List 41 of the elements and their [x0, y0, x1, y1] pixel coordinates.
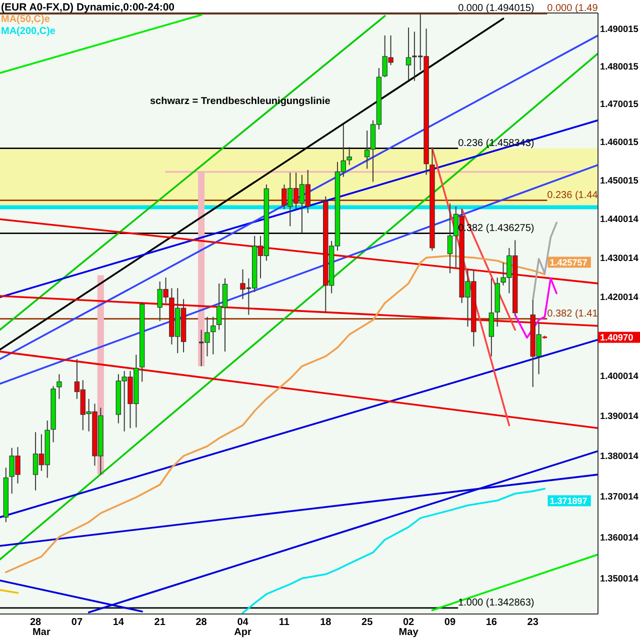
x-tick-label: 11 [278, 617, 290, 628]
ref-line-label: 0.000 (1.49 [547, 3, 598, 14]
y-tick-label: 1.440014 [600, 214, 640, 224]
x-tick-label: 28 [196, 617, 208, 628]
y-tick-label: 1.370014 [600, 492, 640, 502]
y-tick-label: 1.470015 [600, 99, 638, 110]
x-tick-label: 07 [71, 617, 83, 628]
x-tick-label: 02 [402, 617, 415, 628]
x-tick-label: 25 [362, 617, 374, 628]
x2-tick-label: Apr [234, 627, 252, 638]
y-tick-label: 1.420014 [600, 292, 640, 302]
ref-line-label: 1.000 (1.342863) [458, 597, 534, 608]
x2-tick-label: Mar [32, 627, 50, 638]
data-label: 1.371897 [550, 496, 588, 506]
y-tick-label: 1.450015 [600, 175, 638, 186]
data-label: 1.425757 [550, 257, 588, 268]
ref-line-label: 0.382 (1.41 [547, 308, 598, 320]
chart-title: (EUR A0-FX,D) Dynamic,0:00-24:00 [1, 2, 175, 14]
ref-line-label: 0.236 (1.44 [547, 190, 598, 201]
y-tick-label: 1.490015 [600, 24, 638, 34]
y-tick-label: 1.350014 [600, 574, 640, 584]
y-tick-label: 1.360014 [600, 532, 640, 542]
text: 1.40970 [600, 332, 634, 343]
y-tick-label: 1.400014 [600, 370, 640, 381]
y-tick-label: 1.390014 [600, 410, 640, 421]
text: MA(200,C)e [1, 26, 56, 37]
x-tick-label: 04 [237, 617, 249, 628]
ref-line-label: 0.000 (1.494015) [458, 3, 534, 14]
x2-tick-label: May [398, 627, 419, 638]
y-tick-label: 1.480015 [600, 61, 638, 72]
x-tick-label: 14 [112, 617, 124, 628]
x-tick-label: 16 [486, 617, 498, 628]
y-tick-label: 1.380014 [600, 451, 640, 462]
x-tick-label: 28 [30, 617, 42, 628]
text: MA(50,C)e [1, 14, 50, 25]
x-tick-label: 09 [444, 617, 456, 628]
x-tick-label: 21 [154, 617, 166, 628]
y-tick-label: 1.460015 [600, 137, 638, 148]
y-tick-label: 1.430014 [600, 252, 640, 263]
x-tick-label: 23 [527, 617, 539, 628]
x-tick-label: 18 [320, 617, 332, 628]
